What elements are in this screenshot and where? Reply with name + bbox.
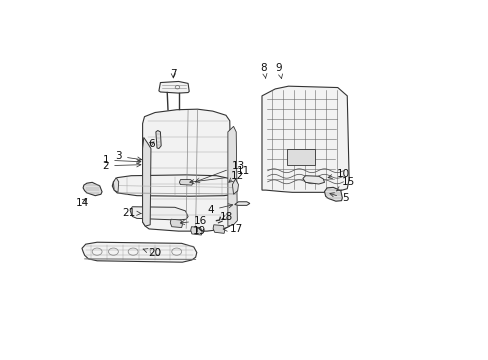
Polygon shape	[232, 179, 238, 194]
Polygon shape	[227, 126, 237, 226]
Text: 1: 1	[102, 155, 141, 165]
Polygon shape	[142, 109, 231, 231]
Text: 15: 15	[336, 177, 354, 191]
Polygon shape	[324, 187, 342, 201]
Text: 8: 8	[260, 63, 266, 78]
Text: 21: 21	[122, 208, 141, 218]
Text: 5: 5	[329, 193, 348, 203]
Polygon shape	[156, 131, 161, 149]
Text: 13: 13	[195, 161, 244, 183]
Text: 9: 9	[275, 63, 282, 78]
Text: 19: 19	[192, 226, 205, 236]
Text: 12: 12	[189, 171, 244, 184]
Polygon shape	[179, 180, 193, 185]
Text: 7: 7	[170, 69, 176, 79]
Text: 14: 14	[75, 198, 88, 208]
Polygon shape	[112, 175, 237, 196]
Polygon shape	[82, 242, 196, 262]
Text: 11: 11	[228, 166, 249, 182]
Text: 18: 18	[219, 212, 232, 222]
Polygon shape	[262, 86, 348, 192]
Text: 16: 16	[180, 216, 207, 226]
Text: 4: 4	[207, 204, 232, 215]
Text: 20: 20	[143, 248, 162, 258]
Text: 3: 3	[115, 151, 142, 161]
Text: 2: 2	[102, 161, 141, 171]
Text: 17: 17	[223, 225, 243, 234]
Polygon shape	[83, 183, 102, 195]
Polygon shape	[234, 202, 249, 205]
Text: 6: 6	[148, 139, 154, 149]
Polygon shape	[130, 207, 188, 220]
Polygon shape	[286, 149, 314, 165]
Polygon shape	[113, 177, 119, 192]
Polygon shape	[190, 227, 202, 235]
Polygon shape	[302, 176, 324, 184]
Polygon shape	[213, 225, 224, 233]
Polygon shape	[159, 81, 189, 93]
Polygon shape	[142, 138, 151, 226]
Polygon shape	[170, 219, 182, 228]
Text: 10: 10	[327, 169, 349, 179]
